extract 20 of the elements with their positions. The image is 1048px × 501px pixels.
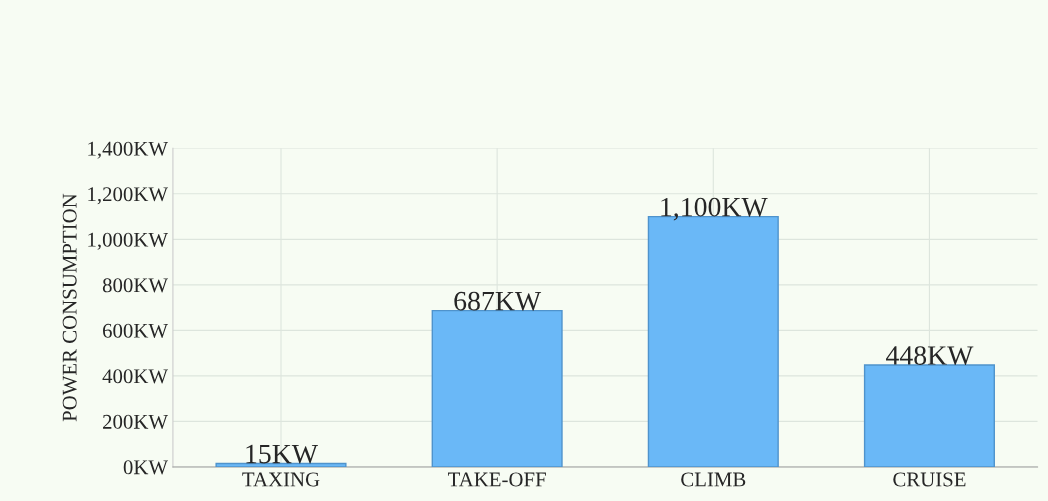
x-tick-label: CLIMB bbox=[681, 472, 746, 487]
y-axis-title: POWER CONSUMPTION bbox=[62, 193, 77, 422]
y-tick-label: 0KW bbox=[123, 460, 169, 475]
y-tick-label: 1,200KW bbox=[88, 187, 169, 205]
y-tick-label: 800KW bbox=[102, 278, 169, 293]
y-tick-label: 200KW bbox=[103, 414, 169, 429]
y-tick-label: 400KW bbox=[102, 369, 169, 384]
bar bbox=[863, 364, 995, 467]
x-tick-label: TAKE-OFF bbox=[448, 472, 546, 487]
data-label: 687KW bbox=[454, 291, 542, 311]
y-tick-label: 1,000KW bbox=[88, 232, 169, 250]
data-label: 1,100KW bbox=[661, 197, 768, 221]
y-tick-label: 1,400KW bbox=[88, 141, 169, 159]
bar bbox=[431, 309, 563, 467]
data-label: 448KW bbox=[886, 346, 974, 366]
data-label: 15KW bbox=[246, 444, 318, 464]
x-tick-label: TAXING bbox=[242, 472, 320, 487]
x-tick-label: CRUISE bbox=[893, 472, 966, 487]
y-tick-label: 600KW bbox=[102, 323, 169, 338]
bar bbox=[215, 462, 347, 467]
